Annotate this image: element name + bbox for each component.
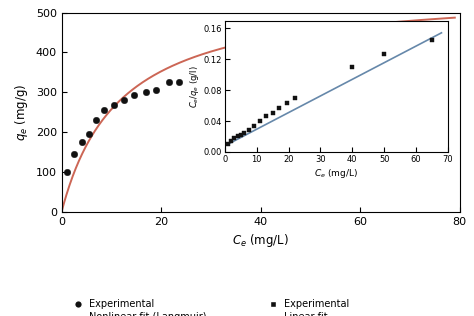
Point <box>63 169 71 174</box>
Legend: Experimental, Linear fit: Experimental, Linear fit <box>265 299 349 316</box>
Point <box>152 88 160 93</box>
Point <box>142 90 150 95</box>
Point <box>110 102 118 107</box>
Point <box>100 108 108 113</box>
Point <box>257 64 264 69</box>
Y-axis label: $q_e$ (mg/g): $q_e$ (mg/g) <box>13 84 30 141</box>
Point <box>78 139 85 144</box>
Point <box>307 52 314 57</box>
Point <box>381 30 389 35</box>
X-axis label: $C_e$ (mg/L): $C_e$ (mg/L) <box>232 232 289 249</box>
Point <box>92 118 100 123</box>
Point <box>85 131 93 137</box>
Point <box>130 93 137 98</box>
Point <box>70 151 78 156</box>
Point <box>120 98 128 103</box>
Point <box>165 80 173 85</box>
Point <box>175 80 182 85</box>
